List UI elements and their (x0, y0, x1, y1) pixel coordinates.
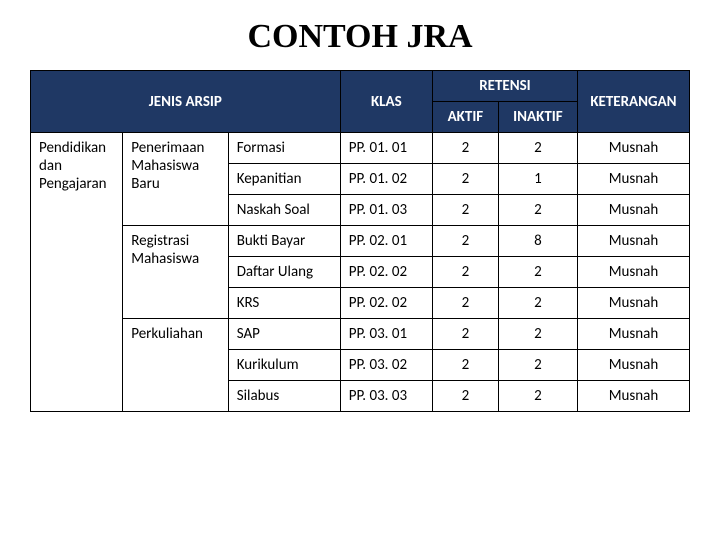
cell-inaktif: 2 (498, 257, 577, 288)
cell-ket: Musnah (577, 226, 689, 257)
table-row: Pendidikan dan Pengajaran Penerimaan Mah… (31, 133, 690, 164)
cell-inaktif: 2 (498, 319, 577, 350)
cell-klas: PP. 02. 02 (340, 257, 432, 288)
cell-klas: PP. 03. 03 (340, 381, 432, 412)
cell-aktif: 2 (432, 164, 498, 195)
cell-sub: Bukti Bayar (228, 226, 340, 257)
cell-klas: PP. 01. 02 (340, 164, 432, 195)
cell-klas: PP. 03. 02 (340, 350, 432, 381)
cell-jenis-l1: Pendidikan dan Pengajaran (31, 133, 123, 412)
header-klas: KLAS (340, 71, 432, 133)
cell-inaktif: 2 (498, 381, 577, 412)
jra-table: JENIS ARSIP KLAS RETENSI KETERANGAN AKTI… (30, 70, 690, 412)
cell-ket: Musnah (577, 319, 689, 350)
cell-jenis-l2: Registrasi Mahasiswa (123, 226, 228, 319)
cell-ket: Musnah (577, 195, 689, 226)
cell-klas: PP. 03. 01 (340, 319, 432, 350)
cell-inaktif: 2 (498, 288, 577, 319)
cell-ket: Musnah (577, 350, 689, 381)
cell-klas: PP. 02. 02 (340, 288, 432, 319)
cell-klas: PP. 01. 03 (340, 195, 432, 226)
cell-ket: Musnah (577, 164, 689, 195)
cell-ket: Musnah (577, 133, 689, 164)
cell-sub: KRS (228, 288, 340, 319)
cell-ket: Musnah (577, 288, 689, 319)
table-row: Registrasi Mahasiswa Bukti Bayar PP. 02.… (31, 226, 690, 257)
cell-aktif: 2 (432, 226, 498, 257)
cell-inaktif: 2 (498, 350, 577, 381)
cell-aktif: 2 (432, 133, 498, 164)
header-keterangan: KETERANGAN (577, 71, 689, 133)
table-row: Perkuliahan SAP PP. 03. 01 2 2 Musnah (31, 319, 690, 350)
cell-inaktif: 2 (498, 133, 577, 164)
cell-inaktif: 1 (498, 164, 577, 195)
cell-ket: Musnah (577, 257, 689, 288)
cell-aktif: 2 (432, 288, 498, 319)
cell-inaktif: 8 (498, 226, 577, 257)
cell-jenis-l2: Perkuliahan (123, 319, 228, 412)
cell-sub: Formasi (228, 133, 340, 164)
cell-aktif: 2 (432, 381, 498, 412)
cell-aktif: 2 (432, 195, 498, 226)
cell-sub: Kurikulum (228, 350, 340, 381)
cell-aktif: 2 (432, 350, 498, 381)
cell-sub: Naskah Soal (228, 195, 340, 226)
cell-klas: PP. 02. 01 (340, 226, 432, 257)
cell-sub: Silabus (228, 381, 340, 412)
header-retensi: RETENSI (432, 71, 577, 102)
cell-sub: Daftar Ulang (228, 257, 340, 288)
header-aktif: AKTIF (432, 102, 498, 133)
cell-jenis-l2: Penerimaan Mahasiswa Baru (123, 133, 228, 226)
cell-inaktif: 2 (498, 195, 577, 226)
cell-aktif: 2 (432, 319, 498, 350)
header-inaktif: INAKTIF (498, 102, 577, 133)
page-title: CONTOH JRA (30, 18, 690, 56)
cell-sub: Kepanitian (228, 164, 340, 195)
cell-ket: Musnah (577, 381, 689, 412)
header-jenis-arsip: JENIS ARSIP (31, 71, 341, 133)
cell-aktif: 2 (432, 257, 498, 288)
cell-klas: PP. 01. 01 (340, 133, 432, 164)
cell-sub: SAP (228, 319, 340, 350)
